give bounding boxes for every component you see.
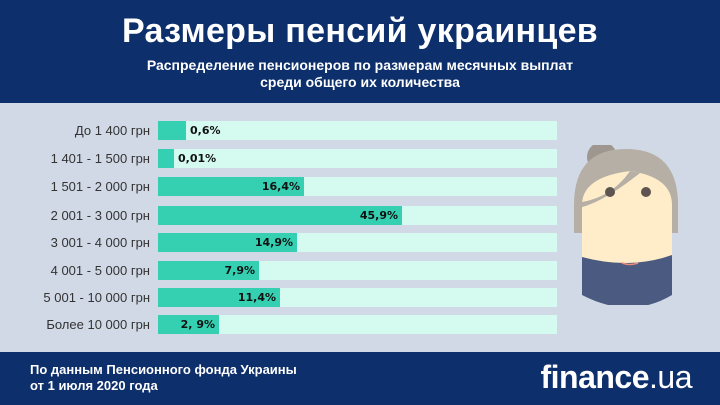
- bar-row: 1 501 - 2 000 грн 16,4%: [0, 177, 560, 196]
- value-label: 0,01%: [178, 152, 217, 165]
- category-label: 1 401 - 1 500 грн: [50, 151, 150, 166]
- source-note: По данным Пенсионного фонда Украины от 1…: [30, 362, 297, 394]
- bar-row: 2 001 - 3 000 грн 45,9%: [0, 206, 560, 225]
- category-label: 2 001 - 3 000 грн: [50, 208, 150, 223]
- category-label: 3 001 - 4 000 грн: [50, 235, 150, 250]
- bar: [158, 261, 259, 280]
- bar-row: 3 001 - 4 000 грн 14,9%: [0, 233, 560, 252]
- bar-row: До 1 400 грн 0,6%: [0, 121, 560, 140]
- bar-row: 5 001 - 10 000 грн 11,4%: [0, 288, 560, 307]
- grandmother-illustration-icon: [574, 145, 678, 305]
- category-label: Более 10 000 грн: [46, 317, 150, 332]
- value-label: 11,4%: [237, 291, 276, 304]
- value-label: 16,4%: [261, 180, 300, 193]
- bar-track: [158, 149, 557, 168]
- bar: [158, 315, 219, 334]
- logo-suffix: .ua: [649, 359, 692, 395]
- logo-main: finance: [540, 359, 650, 395]
- header: Размеры пенсий украинцев Распределение п…: [0, 0, 720, 103]
- bar-track: [158, 121, 557, 140]
- page-title: Размеры пенсий украинцев: [121, 12, 598, 50]
- bar: [158, 149, 174, 168]
- subtitle-line-1: Распределение пенсионеров по размерам ме…: [146, 57, 574, 73]
- value-label: 0,6%: [190, 124, 221, 137]
- category-label: 5 001 - 10 000 грн: [43, 290, 150, 305]
- bar: [158, 233, 297, 252]
- bar-track: [158, 315, 557, 334]
- bar-row: 1 401 - 1 500 грн 0,01%: [0, 149, 560, 168]
- bar-row: 4 001 - 5 000 грн 7,9%: [0, 261, 560, 280]
- bar: [158, 177, 304, 196]
- value-label: 2, 9%: [180, 318, 215, 331]
- category-label: 1 501 - 2 000 грн: [50, 179, 150, 194]
- footer: По данным Пенсионного фонда Украины от 1…: [0, 352, 720, 405]
- bar: [158, 206, 402, 225]
- finance-ua-logo: finance.ua: [540, 359, 692, 396]
- source-line-1: По данным Пенсионного фонда Украины: [30, 362, 297, 377]
- value-label: 45,9%: [359, 209, 398, 222]
- value-label: 7,9%: [224, 264, 255, 277]
- source-line-2: от 1 июля 2020 года: [30, 378, 158, 393]
- category-label: До 1 400 грн: [74, 123, 150, 138]
- subtitle: Распределение пенсионеров по размерам ме…: [0, 57, 720, 91]
- bar: [158, 121, 186, 140]
- category-label: 4 001 - 5 000 грн: [50, 263, 150, 278]
- value-label: 14,9%: [254, 236, 293, 249]
- subtitle-line-2: среди общего их количества: [260, 74, 460, 90]
- bar-row: Более 10 000 грн 2, 9%: [0, 315, 560, 334]
- bar: [158, 288, 280, 307]
